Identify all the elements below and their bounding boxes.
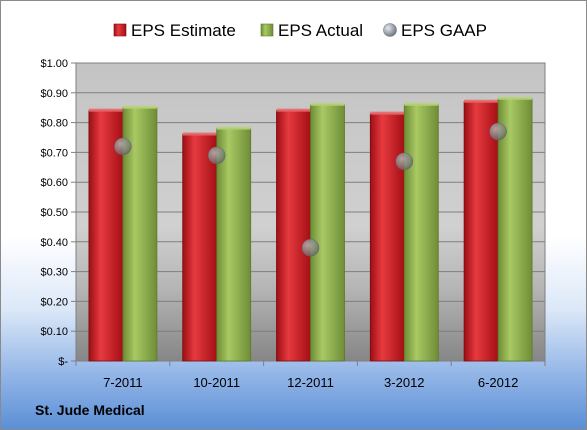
- company-label: St. Jude Medical: [35, 402, 145, 418]
- legend-item: EPS GAAP: [383, 21, 487, 40]
- legend-swatch: [383, 23, 397, 37]
- y-tick-label: $0.30: [40, 267, 68, 279]
- x-tick-label: 10-2011: [193, 375, 240, 390]
- y-tick-label: $0.80: [40, 118, 68, 130]
- gaap-markers: [114, 122, 507, 257]
- y-tick-label: $-: [58, 356, 68, 368]
- x-tick-label: 7-2011: [103, 375, 143, 390]
- legend-label: EPS GAAP: [401, 21, 487, 40]
- y-axis: $- $0.10 $0.20 $0.30 $0.40 $0.50 $0.60 $0.70 $0.…: [40, 58, 76, 368]
- legend-item: EPS Estimate: [113, 21, 236, 40]
- x-tick-label: 3-2012: [384, 375, 424, 390]
- y-tick-label: $1.00: [40, 58, 68, 70]
- x-tick-label: 6-2012: [478, 375, 518, 390]
- legend-swatch: [260, 23, 274, 37]
- eps-estimate-bar: [276, 108, 311, 362]
- x-axis: 7-2011 10-2011 12-2011 3-2012 6-2012: [75, 361, 546, 390]
- eps-gaap-marker: [489, 122, 507, 141]
- legend-label: EPS Actual: [278, 21, 363, 40]
- eps-actual-bar: [310, 102, 345, 362]
- eps-actual-bar: [497, 96, 533, 362]
- y-tick-label: $0.60: [40, 177, 68, 189]
- bars: [88, 96, 533, 362]
- legend-item: EPS Actual: [260, 21, 363, 40]
- y-tick-label: $0.70: [40, 147, 68, 159]
- legend: EPS Estimate EPS Actual EPS GAAP: [113, 21, 487, 40]
- eps-estimate-bar: [182, 132, 218, 362]
- eps-gaap-marker: [207, 146, 226, 165]
- y-tick-label: $0.10: [40, 326, 68, 338]
- y-tick-label: $0.20: [40, 296, 68, 308]
- eps-gaap-marker: [301, 239, 320, 257]
- legend-label: EPS Estimate: [131, 21, 236, 40]
- eps-gaap-marker: [114, 137, 132, 156]
- y-tick-label: $0.50: [40, 207, 68, 219]
- legend-swatch: [113, 23, 127, 37]
- y-tick-label: $0.40: [40, 237, 68, 249]
- x-tick-label: 12-2011: [287, 375, 334, 390]
- eps-estimate-bar: [369, 111, 405, 362]
- eps-actual-bar: [216, 126, 252, 362]
- eps-actual-bar: [403, 102, 439, 362]
- y-tick-label: $0.90: [40, 88, 68, 100]
- eps-gaap-marker: [395, 152, 414, 171]
- eps-estimate-bar: [463, 99, 499, 362]
